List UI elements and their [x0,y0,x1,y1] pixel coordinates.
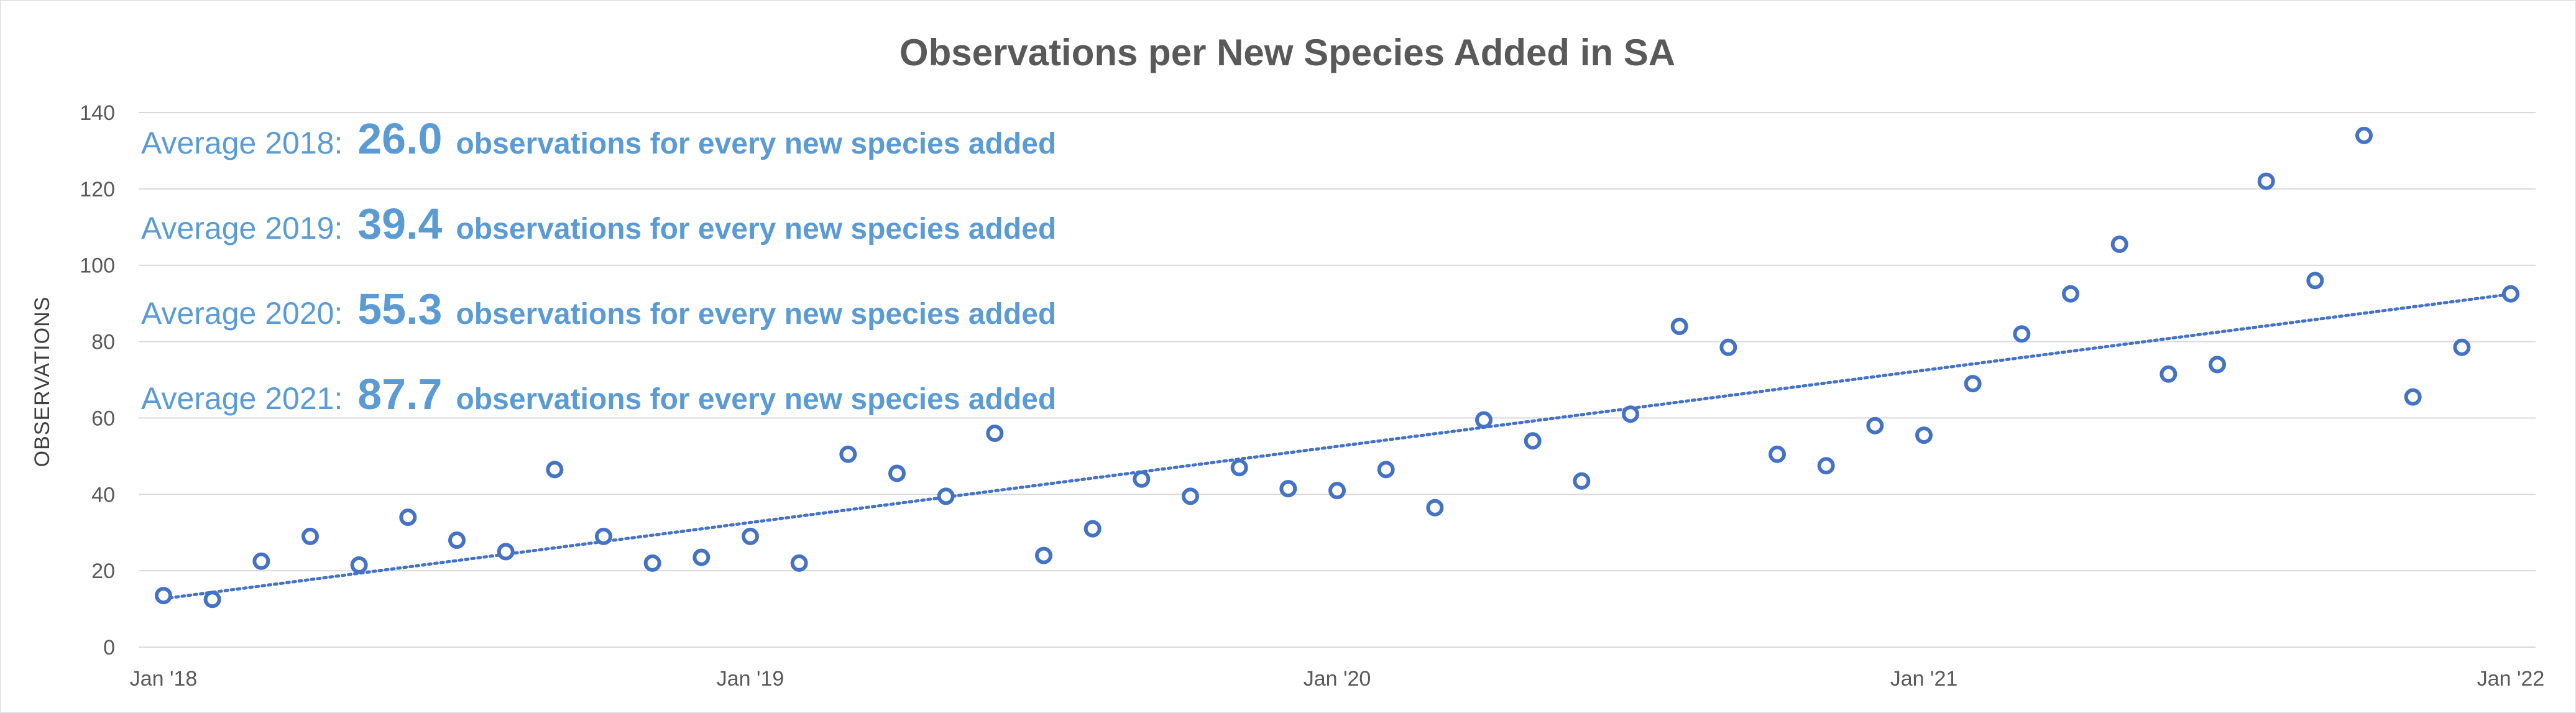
data-point [2306,272,2324,290]
data-point [1279,480,1297,498]
data-point [643,554,661,572]
annotations: Average 2018: 26.0 observations for every… [141,114,1056,418]
data-point [839,445,857,463]
y-tick-label: 20 [91,559,115,583]
y-tick-label: 40 [91,483,115,507]
x-tick-label: Jan '21 [1890,667,1958,691]
gridlines [139,112,2536,648]
trendline-layer [162,292,2513,600]
data-point [2404,388,2422,406]
average-annotation: Average 2018: 26.0 observations for every… [141,114,1056,163]
average-annotation: Average 2019: 39.4 observations for every… [141,200,1056,248]
data-point [546,461,564,479]
data-point [1817,457,1835,475]
y-tick-label: 60 [91,407,115,430]
chart-title: Observations per New Species Added in SA [899,32,1675,73]
annotation-suffix: observations for every new species added [456,213,1056,246]
annotation-value: 87.7 [357,370,442,418]
data-point [1182,487,1199,505]
average-annotation: Average 2021: 87.7 observations for every… [141,370,1056,418]
data-point [2062,285,2079,303]
data-point [1524,432,1542,450]
annotation-suffix: observations for every new species added [456,127,1056,160]
data-point [2257,172,2275,190]
data-point [1719,338,1737,356]
data-point [1035,546,1052,564]
data-point [692,548,711,566]
annotation-value: 26.0 [357,114,442,163]
y-tick-label: 140 [80,101,115,125]
data-point [1083,520,1102,538]
data-point [2502,285,2519,303]
data-point [497,543,515,561]
annotation-value: 39.4 [357,200,442,248]
annotation-value: 55.3 [357,285,442,333]
data-point [301,527,319,545]
annotation-suffix: observations for every new species added [456,298,1056,331]
data-point [2209,356,2226,374]
data-point [1573,472,1591,490]
data-point [1622,405,1639,423]
data-points [155,126,2519,609]
data-point [1964,375,1982,393]
data-point [2110,235,2128,253]
data-point [595,527,612,545]
annotation-suffix: observations for every new species added [456,383,1056,416]
data-point [448,531,466,549]
data-point [1328,482,1346,500]
data-point [742,527,759,545]
x-tick-label: Jan '22 [2477,667,2545,691]
data-point [350,556,368,574]
data-point [937,487,955,505]
data-point [2355,126,2373,144]
data-point [2453,338,2471,356]
x-tick-label: Jan '19 [717,667,784,691]
trendline [162,292,2513,600]
data-point [2160,365,2178,383]
data-point [1377,461,1395,479]
x-axis-ticks: Jan '18 Jan '19 Jan '20 Jan '21 Jan '22 [130,667,2545,691]
x-tick-label: Jan '18 [130,667,198,691]
data-point [1769,445,1786,463]
data-point [155,587,172,605]
data-point [790,554,808,572]
annotation-prefix: Average 2020: [141,296,351,331]
data-point [1230,459,1248,477]
data-point [2013,325,2031,343]
y-axis-label: OBSERVATIONS [30,297,54,467]
y-tick-label: 0 [103,636,115,660]
data-point [888,464,906,482]
data-point [1915,426,1933,444]
data-point [1670,318,1688,335]
data-point [1426,499,1444,517]
data-point [203,591,221,609]
y-tick-label: 80 [91,331,115,354]
data-point [252,552,270,570]
y-tick-label: 120 [80,178,115,201]
data-point [986,425,1004,442]
annotation-prefix: Average 2019: [141,211,351,246]
y-tick-label: 100 [80,254,115,278]
y-axis-ticks: 0 20 40 60 80 100 120 140 [80,101,115,660]
x-tick-label: Jan '20 [1304,667,1371,691]
data-point [1475,411,1493,429]
annotation-prefix: Average 2021: [141,381,351,416]
data-point [399,508,417,527]
average-annotation: Average 2020: 55.3 observations for every… [141,285,1056,333]
annotation-prefix: Average 2018: [141,126,351,160]
data-point [1133,470,1151,488]
data-point [1866,416,1884,435]
